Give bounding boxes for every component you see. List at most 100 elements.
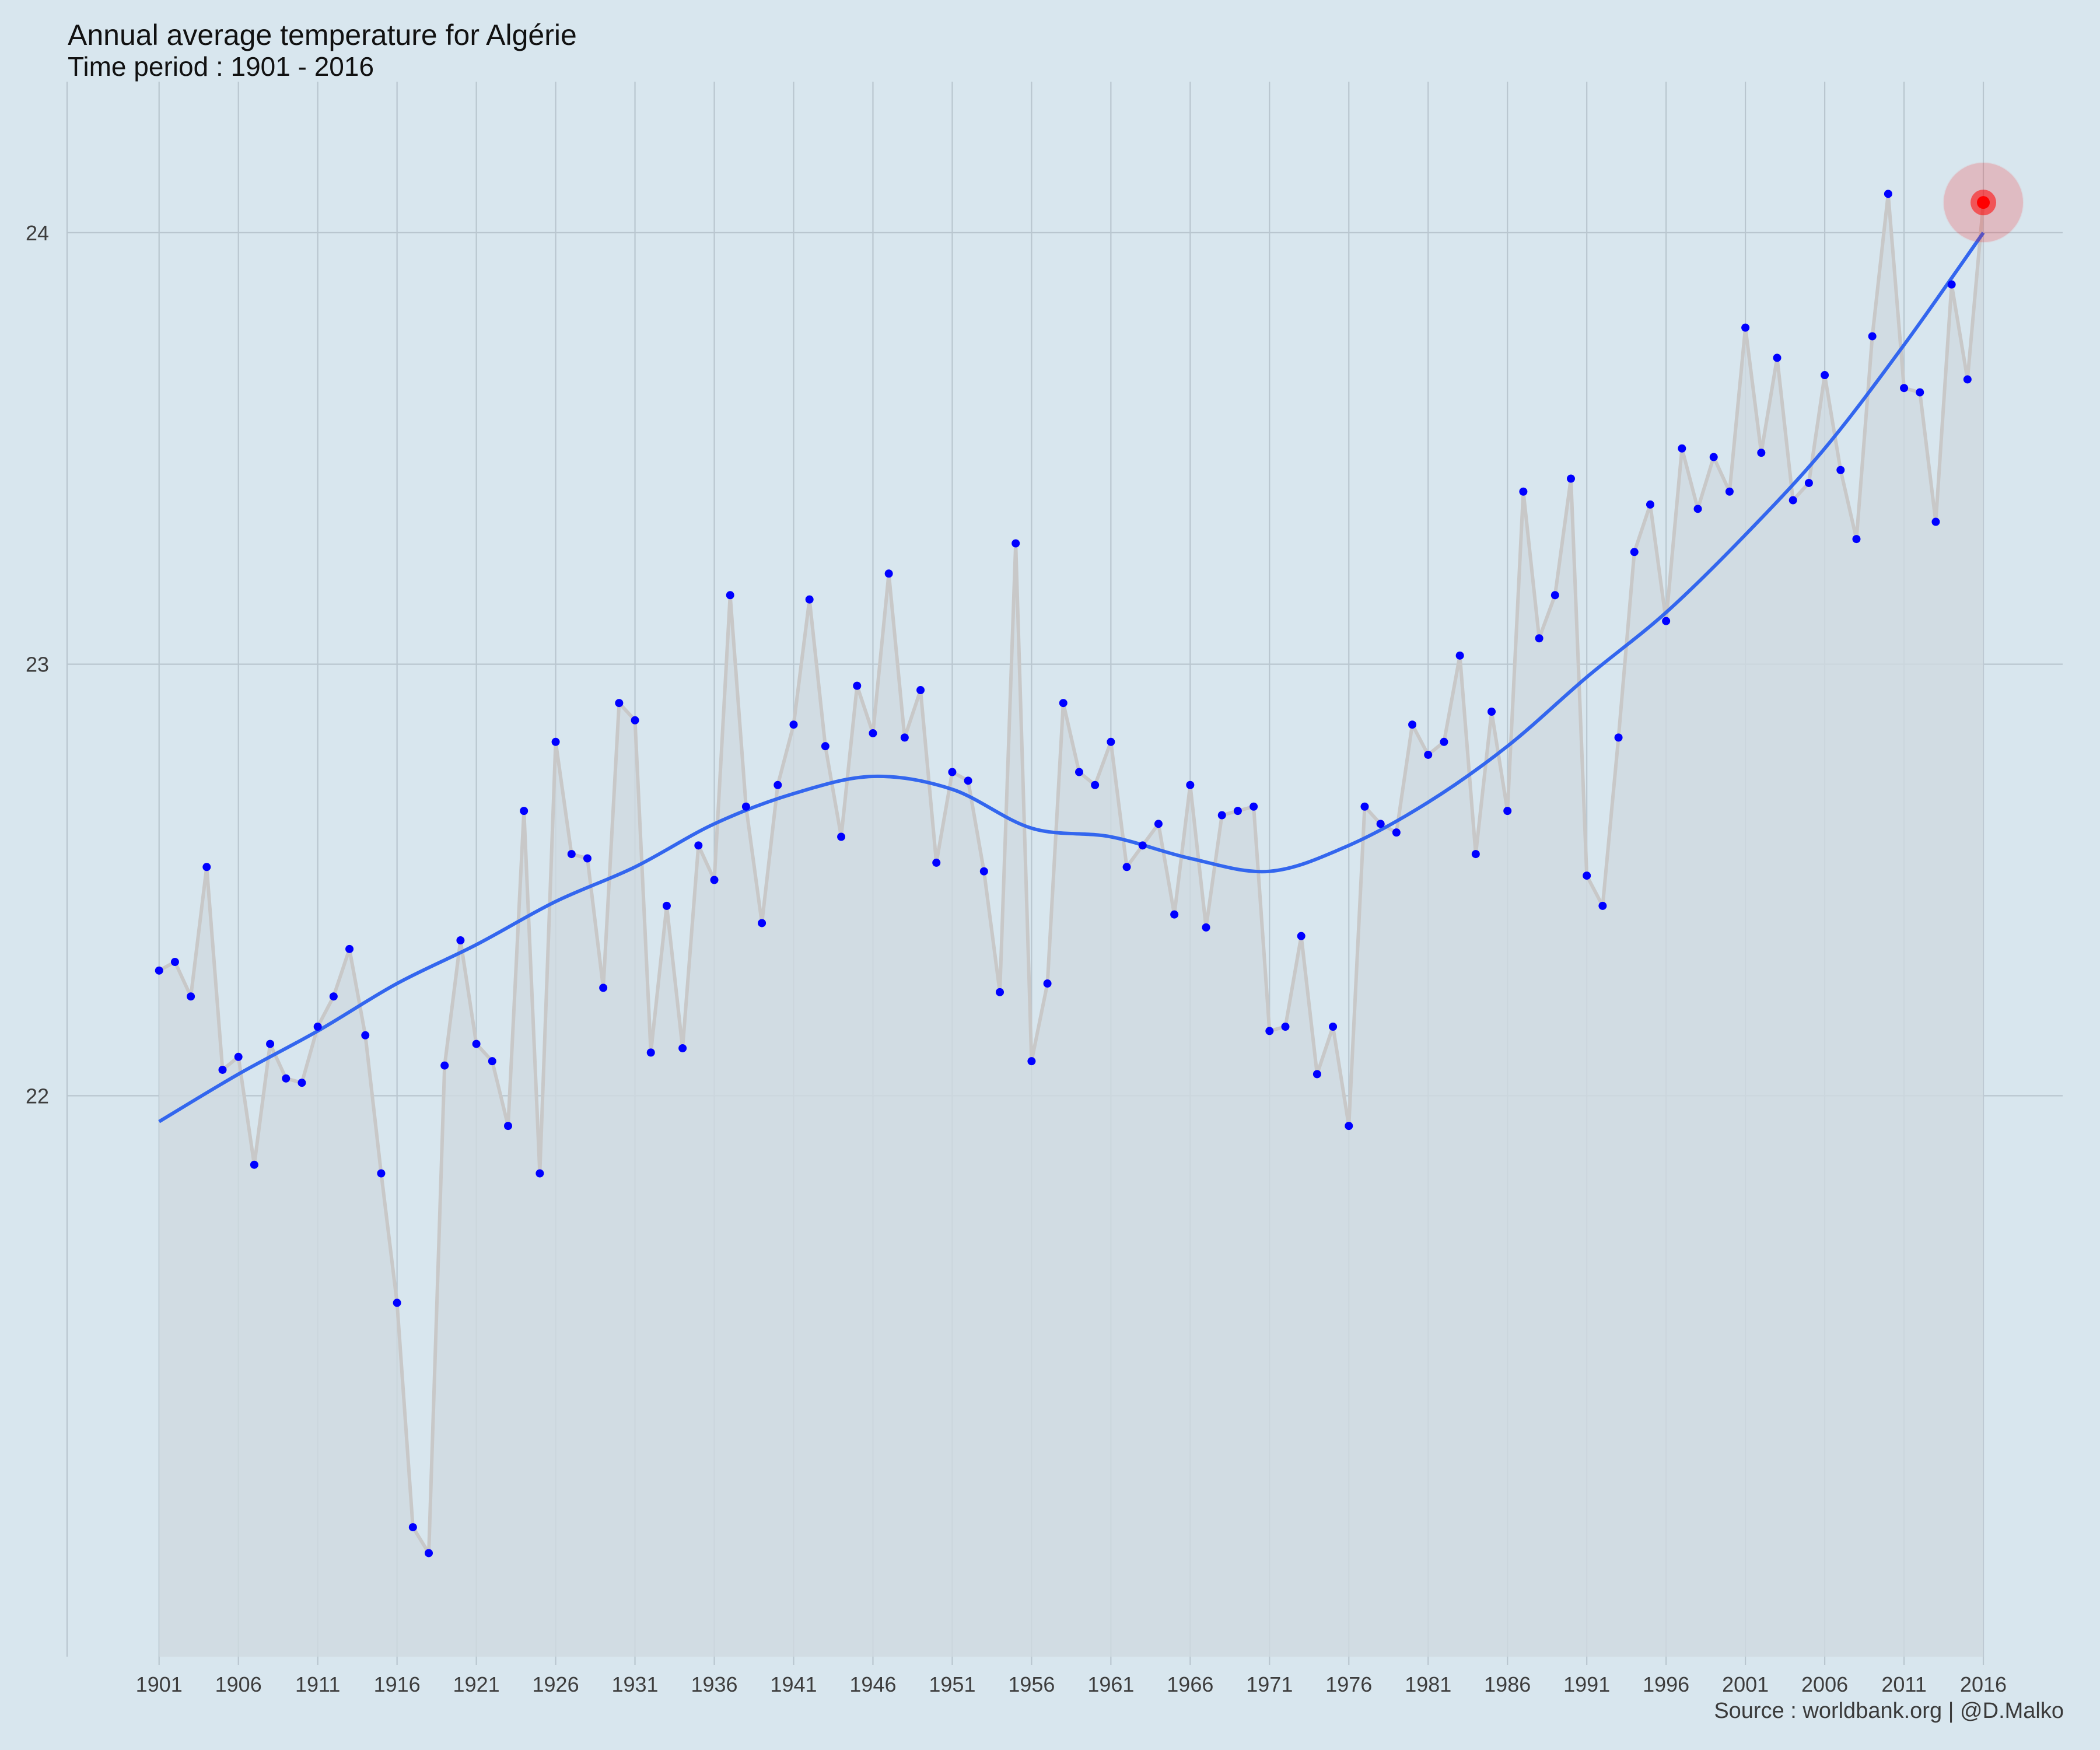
data-point-1911 <box>313 1023 322 1031</box>
data-point-1976 <box>1345 1122 1353 1130</box>
data-point-1998 <box>1693 505 1702 513</box>
data-point-1968 <box>1217 811 1226 820</box>
data-point-2001 <box>1741 323 1750 332</box>
x-tick-label-2006: 2006 <box>1801 1672 1848 1696</box>
data-point-1942 <box>805 595 814 604</box>
data-point-1991 <box>1583 872 1591 880</box>
data-point-1910 <box>298 1079 306 1087</box>
data-point-1903 <box>187 992 195 1001</box>
x-tick-label-1976: 1976 <box>1325 1672 1372 1696</box>
data-point-1948 <box>900 733 909 742</box>
data-point-1915 <box>377 1169 386 1178</box>
series-line-layer <box>158 192 1986 1555</box>
data-point-1929 <box>599 984 608 992</box>
data-point-1980 <box>1408 720 1417 729</box>
x-tick-label-1901: 1901 <box>136 1672 183 1696</box>
data-point-2012 <box>1916 388 1924 397</box>
x-tick-label-1936: 1936 <box>691 1672 737 1696</box>
data-point-1930 <box>615 699 624 708</box>
highlight-layer <box>1943 162 2024 243</box>
data-point-1966 <box>1186 780 1195 789</box>
data-point-1916 <box>393 1298 401 1307</box>
data-point-1993 <box>1614 733 1623 742</box>
data-point-1905 <box>218 1065 227 1074</box>
data-point-1994 <box>1630 548 1639 556</box>
x-tick-label-1981: 1981 <box>1405 1672 1451 1696</box>
data-point-1935 <box>694 841 703 850</box>
data-point-2005 <box>1804 478 1813 487</box>
data-point-1954 <box>996 988 1005 996</box>
data-point-1984 <box>1471 850 1480 859</box>
data-point-1944 <box>837 832 846 841</box>
data-point-1985 <box>1488 708 1496 716</box>
data-point-1965 <box>1170 910 1179 919</box>
data-point-1927 <box>567 850 576 859</box>
data-point-1983 <box>1455 651 1464 660</box>
data-point-2015 <box>1963 375 1972 384</box>
data-point-1959 <box>1074 768 1083 776</box>
data-point-1923 <box>503 1122 512 1130</box>
x-tick-label-1961: 1961 <box>1087 1672 1134 1696</box>
data-point-1943 <box>821 742 830 751</box>
data-point-1955 <box>1012 539 1020 548</box>
x-tick-label-1916: 1916 <box>374 1672 421 1696</box>
data-point-1914 <box>361 1031 370 1040</box>
data-point-1971 <box>1265 1027 1274 1035</box>
data-point-2009 <box>1868 332 1877 341</box>
data-point-1912 <box>329 992 338 1001</box>
data-point-1987 <box>1519 487 1528 496</box>
x-tick-label-1956: 1956 <box>1008 1672 1055 1696</box>
x-tick-label-1996: 1996 <box>1643 1672 1689 1696</box>
data-point-1979 <box>1392 828 1401 837</box>
data-point-1908 <box>266 1040 275 1048</box>
data-point-1958 <box>1059 699 1068 708</box>
data-point-1982 <box>1440 737 1448 746</box>
data-point-2002 <box>1757 449 1766 457</box>
data-point-1969 <box>1233 807 1242 816</box>
data-point-1945 <box>853 681 862 690</box>
data-point-1949 <box>916 686 925 695</box>
data-point-1939 <box>758 919 766 928</box>
source-caption: Source : worldbank.org | @D.Malko <box>1714 1699 2064 1723</box>
data-point-2011 <box>1900 384 1909 393</box>
data-point-1906 <box>234 1052 243 1061</box>
data-point-1920 <box>456 936 465 945</box>
data-point-1988 <box>1535 634 1544 643</box>
data-point-1986 <box>1503 807 1512 816</box>
x-tick-label-1946: 1946 <box>849 1672 896 1696</box>
trend-line <box>158 232 1985 1124</box>
data-point-1974 <box>1312 1070 1321 1079</box>
data-point-1917 <box>408 1523 417 1532</box>
data-point-1961 <box>1107 737 1115 746</box>
data-point-1962 <box>1122 863 1131 872</box>
data-point-2003 <box>1773 354 1782 362</box>
data-point-1953 <box>979 867 988 876</box>
data-point-1967 <box>1202 923 1210 932</box>
x-tick-label-1986: 1986 <box>1484 1672 1531 1696</box>
trend-line-layer <box>158 232 1985 1124</box>
data-point-1904 <box>202 863 211 872</box>
data-point-1972 <box>1281 1023 1290 1031</box>
x-tick-label-1921: 1921 <box>453 1672 500 1696</box>
x-tick-label-1951: 1951 <box>929 1672 975 1696</box>
data-point-1973 <box>1297 932 1306 940</box>
x-tick-label-1926: 1926 <box>533 1672 579 1696</box>
data-point-1995 <box>1646 500 1654 509</box>
data-point-2004 <box>1788 496 1797 505</box>
x-tick-label-1931: 1931 <box>611 1672 658 1696</box>
data-point-1951 <box>948 768 957 776</box>
data-point-1931 <box>631 716 639 724</box>
chart-title: Annual average temperature for Algérie <box>68 19 577 51</box>
data-point-1975 <box>1329 1023 1338 1031</box>
x-tick-label-2016: 2016 <box>1960 1672 2007 1696</box>
x-tick-label-1966: 1966 <box>1167 1672 1213 1696</box>
data-point-1909 <box>282 1074 290 1083</box>
data-point-2006 <box>1821 371 1829 380</box>
data-point-1924 <box>520 807 528 816</box>
data-point-1913 <box>345 944 354 953</box>
data-point-1938 <box>741 802 750 811</box>
x-tick-label-2001: 2001 <box>1722 1672 1769 1696</box>
data-point-1963 <box>1138 841 1147 850</box>
data-point-1901 <box>155 966 163 975</box>
data-point-2014 <box>1947 280 1956 289</box>
